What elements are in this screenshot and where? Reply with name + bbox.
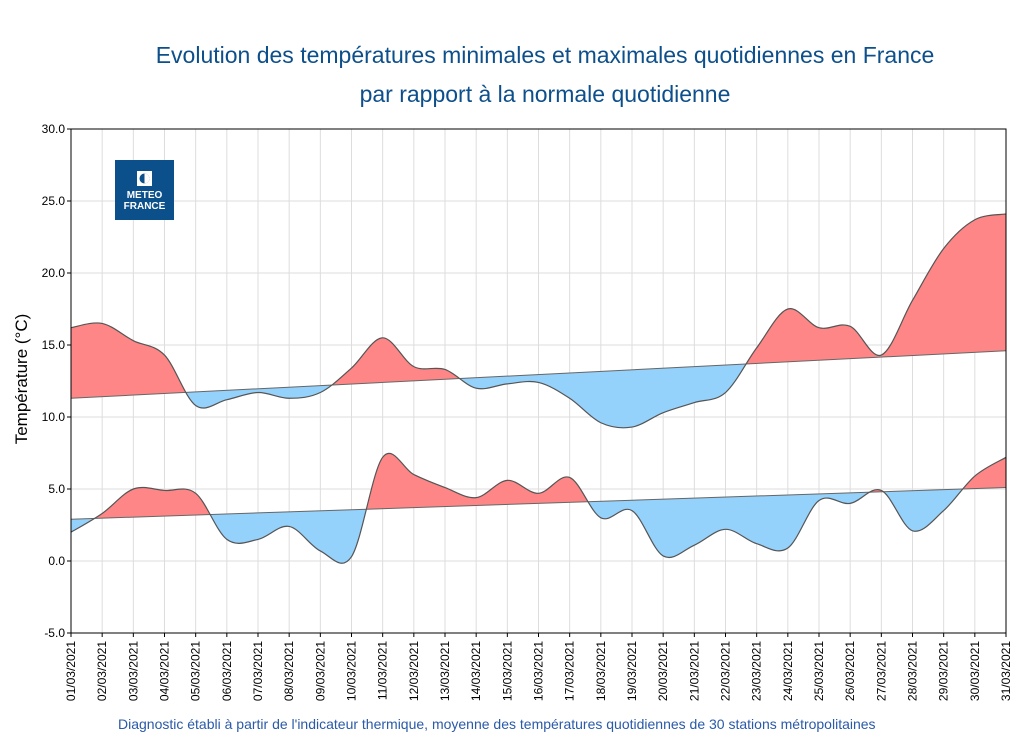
x-tick-label: 05/03/2021 — [189, 641, 203, 701]
x-tick-label: 22/03/2021 — [719, 641, 733, 701]
x-tick-label: 09/03/2021 — [313, 641, 327, 701]
x-tick-label: 25/03/2021 — [812, 641, 826, 701]
x-tick-label: 26/03/2021 — [843, 641, 857, 701]
x-tick-label: 20/03/2021 — [656, 641, 670, 701]
x-tick-label: 02/03/2021 — [95, 641, 109, 701]
x-tick-label: 04/03/2021 — [158, 641, 172, 701]
x-tick-label: 06/03/2021 — [220, 641, 234, 701]
y-tick-label: 20.0 — [42, 266, 66, 280]
x-tick-label: 07/03/2021 — [251, 641, 265, 701]
x-tick-label: 17/03/2021 — [563, 641, 577, 701]
y-tick-label: 15.0 — [42, 338, 66, 352]
x-tick-label: 01/03/2021 — [64, 641, 78, 701]
x-tick-label: 03/03/2021 — [126, 641, 140, 701]
logo-background — [115, 160, 174, 220]
y-tick-label: 5.0 — [48, 482, 65, 496]
y-tick-label: 10.0 — [42, 410, 66, 424]
y-tick-label: 0.0 — [48, 554, 65, 568]
x-tick-label: 15/03/2021 — [500, 641, 514, 701]
chart-title-line-1: Evolution des températures minimales et … — [155, 42, 935, 68]
x-tick-label: 29/03/2021 — [937, 641, 951, 701]
area-below-normal — [71, 487, 1006, 564]
x-tick-label: 28/03/2021 — [906, 641, 920, 701]
x-tick-label: 14/03/2021 — [469, 641, 483, 701]
x-tick-label: 23/03/2021 — [750, 641, 764, 701]
series-line — [70, 452, 1007, 564]
x-tick-label: 24/03/2021 — [781, 641, 795, 701]
footer-note: Diagnostic établi à partir de l'indicate… — [118, 716, 876, 732]
x-tick-label: 08/03/2021 — [282, 641, 296, 701]
x-tick-label: 13/03/2021 — [438, 641, 452, 701]
series-line — [70, 213, 1007, 429]
x-tick-label: 10/03/2021 — [345, 641, 359, 701]
chart-title-line-2: par rapport à la normale quotidienne — [359, 81, 731, 107]
x-tick-label: 19/03/2021 — [625, 641, 639, 701]
x-tick-label: 27/03/2021 — [874, 641, 888, 701]
y-tick-label: 30.0 — [42, 122, 66, 136]
logo-emblem-half — [144, 173, 150, 184]
x-tick-label: 18/03/2021 — [594, 641, 608, 701]
x-tick-label: 11/03/2021 — [376, 641, 390, 700]
y-tick-label: 25.0 — [42, 194, 66, 208]
x-tick-label: 30/03/2021 — [968, 641, 982, 701]
normal-line — [70, 350, 1007, 399]
x-tick-label: 21/03/2021 — [687, 641, 701, 701]
x-tick-label: 16/03/2021 — [532, 641, 546, 701]
normal-line — [70, 487, 1007, 520]
logo-text: FRANCE — [124, 201, 166, 212]
x-tick-label: 12/03/2021 — [407, 641, 421, 701]
x-tick-label: 31/03/2021 — [999, 641, 1013, 701]
y-tick-label: -5.0 — [44, 626, 65, 640]
logo-text: METEO — [127, 190, 163, 201]
y-axis-label: Température (°C) — [12, 314, 31, 445]
